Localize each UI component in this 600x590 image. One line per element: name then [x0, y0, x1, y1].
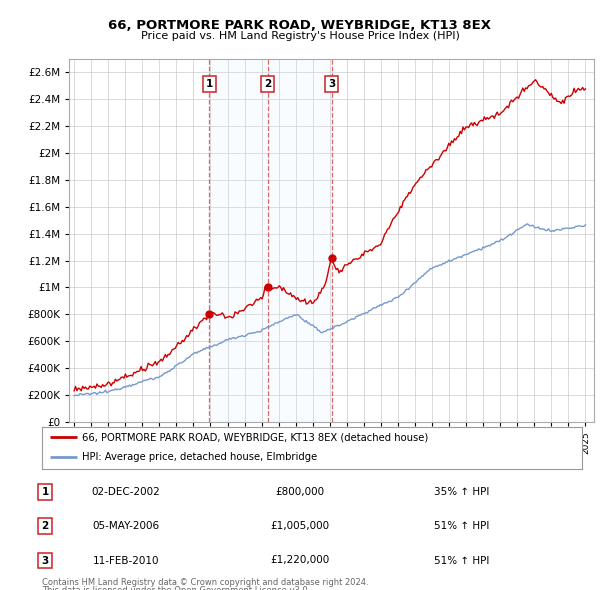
Text: 1: 1 [205, 80, 213, 90]
Text: £1,005,000: £1,005,000 [271, 522, 329, 531]
Text: 11-FEB-2010: 11-FEB-2010 [93, 556, 159, 565]
Text: 51% ↑ HPI: 51% ↑ HPI [434, 522, 490, 531]
Text: 2: 2 [41, 522, 49, 531]
Text: 2: 2 [264, 80, 272, 90]
Text: Price paid vs. HM Land Registry's House Price Index (HPI): Price paid vs. HM Land Registry's House … [140, 31, 460, 41]
Bar [209, 59, 332, 422]
Text: 66, PORTMORE PARK ROAD, WEYBRIDGE, KT13 8EX: 66, PORTMORE PARK ROAD, WEYBRIDGE, KT13 … [109, 19, 491, 32]
Text: 02-DEC-2002: 02-DEC-2002 [92, 487, 160, 497]
Text: Contains HM Land Registry data © Crown copyright and database right 2024.: Contains HM Land Registry data © Crown c… [42, 578, 368, 587]
Text: £1,220,000: £1,220,000 [271, 556, 329, 565]
Text: 35% ↑ HPI: 35% ↑ HPI [434, 487, 490, 497]
Text: 1: 1 [41, 487, 49, 497]
Text: 51% ↑ HPI: 51% ↑ HPI [434, 556, 490, 565]
Text: 3: 3 [41, 556, 49, 565]
Text: This data is licensed under the Open Government Licence v3.0.: This data is licensed under the Open Gov… [42, 586, 310, 590]
Text: HPI: Average price, detached house, Elmbridge: HPI: Average price, detached house, Elmb… [83, 452, 318, 462]
Text: 05-MAY-2006: 05-MAY-2006 [92, 522, 160, 531]
Text: 66, PORTMORE PARK ROAD, WEYBRIDGE, KT13 8EX (detached house): 66, PORTMORE PARK ROAD, WEYBRIDGE, KT13 … [83, 432, 429, 442]
Text: 3: 3 [328, 80, 335, 90]
Text: £800,000: £800,000 [275, 487, 325, 497]
